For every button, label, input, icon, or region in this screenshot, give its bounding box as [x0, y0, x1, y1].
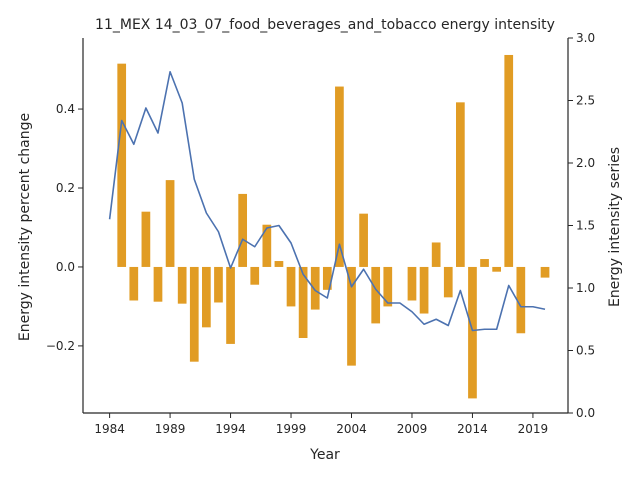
bar-1985: [117, 63, 127, 267]
x-tick-label: 2004: [336, 422, 367, 436]
x-tick-label: 1989: [155, 422, 186, 436]
bar-2002: [322, 266, 332, 290]
x-tick-label: 2014: [457, 422, 488, 436]
bar-1992: [202, 266, 211, 328]
bar-2010: [419, 266, 429, 314]
bar-2001: [310, 266, 320, 310]
x-axis-label: Year: [309, 447, 340, 463]
y2-tick-label: 1.0: [576, 281, 595, 295]
bar-2004: [347, 266, 356, 366]
bar-1997: [262, 224, 272, 267]
bar-1991: [189, 266, 199, 362]
x-tick-label: 1994: [215, 422, 246, 436]
bar-1999: [286, 266, 296, 307]
y2-tick-label: 0.0: [576, 406, 595, 420]
bar-1996: [250, 266, 260, 285]
bar-1995: [238, 193, 248, 267]
y2-tick-label: 2.0: [576, 156, 595, 170]
bar-series: [117, 54, 550, 399]
x-tick-label: 2019: [518, 422, 549, 436]
bar-1989: [165, 180, 175, 267]
y2-tick-label: 1.5: [576, 219, 595, 233]
bar-2014: [468, 266, 477, 399]
y2-axis-label: Energy intensity series: [607, 147, 623, 307]
y2-tick-label: 0.5: [576, 344, 595, 358]
bar-1987: [141, 211, 151, 267]
x-axis-ticks: 1984 1989 1994 1999 2004 2009 2014 2019: [94, 413, 548, 436]
chart-title: 11_MEX 14_03_07_food_beverages_and_tobac…: [95, 17, 555, 33]
bar-1988: [153, 266, 163, 302]
intensity-line: [108, 70, 546, 332]
line-series: [108, 70, 546, 332]
right-axis-ticks: 0.0 0.5 1.0 1.5 2.0 2.5 3.0: [568, 31, 595, 420]
bar-2005: [359, 213, 368, 267]
bar-1990: [177, 266, 187, 304]
bar-2017: [504, 54, 514, 267]
left-axis-ticks: −0.2 0.0 0.2 0.4: [46, 102, 83, 353]
bar-2006: [371, 266, 381, 324]
plot-frame: [82, 38, 569, 414]
y-tick-label: −0.2: [46, 339, 75, 353]
x-tick-label: 2009: [397, 422, 428, 436]
y-tick-label: 0.0: [56, 260, 75, 274]
bar-2003: [335, 86, 344, 267]
y-axis-label: Energy intensity percent change: [17, 113, 33, 341]
bar-2009: [407, 266, 417, 301]
bar-2007: [383, 266, 393, 307]
bar-1998: [274, 261, 284, 267]
bar-2012: [443, 266, 453, 298]
bar-2016: [492, 266, 501, 272]
x-tick-label: 1984: [94, 422, 125, 436]
bar-2013: [456, 102, 465, 267]
bar-2018: [516, 266, 526, 334]
bar-2011: [431, 242, 441, 267]
y2-tick-label: 3.0: [576, 31, 595, 45]
bar-1994: [226, 266, 235, 344]
y-tick-label: 0.4: [56, 102, 75, 116]
y-tick-label: 0.2: [56, 181, 75, 195]
y2-tick-label: 2.5: [576, 94, 595, 108]
bar-2015: [480, 259, 489, 267]
bar-1986: [129, 266, 139, 301]
bar-1993: [214, 266, 223, 303]
x-tick-label: 1999: [276, 422, 307, 436]
bar-2020: [540, 266, 550, 278]
bar-2000: [298, 266, 308, 338]
